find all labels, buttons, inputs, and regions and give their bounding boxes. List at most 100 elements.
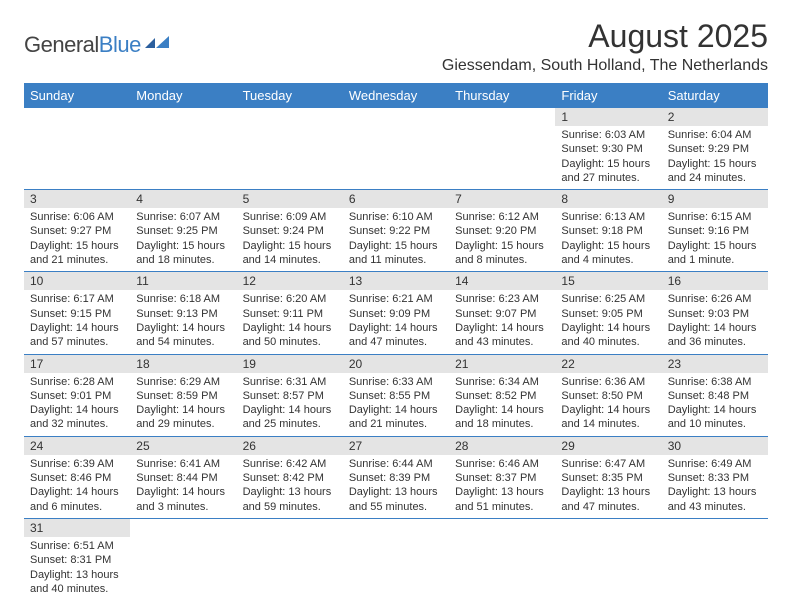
day-number: 12	[237, 272, 343, 290]
daylight: Daylight: 14 hours and 47 minutes.	[349, 321, 443, 350]
logo-text-1: General	[24, 32, 99, 57]
sunset: Sunset: 8:31 PM	[30, 553, 124, 567]
sunset: Sunset: 9:05 PM	[561, 307, 655, 321]
calendar-cell: 23Sunrise: 6:38 AMSunset: 8:48 PMDayligh…	[662, 354, 768, 436]
sunrise: Sunrise: 6:07 AM	[136, 210, 230, 224]
calendar-cell	[343, 108, 449, 190]
daylight: Daylight: 15 hours and 14 minutes.	[243, 239, 337, 268]
sunset: Sunset: 8:46 PM	[30, 471, 124, 485]
daylight: Daylight: 14 hours and 29 minutes.	[136, 403, 230, 432]
sunrise: Sunrise: 6:04 AM	[668, 128, 762, 142]
sunrise: Sunrise: 6:06 AM	[30, 210, 124, 224]
sunset: Sunset: 9:24 PM	[243, 224, 337, 238]
daylight: Daylight: 13 hours and 51 minutes.	[455, 485, 549, 514]
flag-icon	[145, 34, 171, 57]
day-info: Sunrise: 6:51 AMSunset: 8:31 PMDaylight:…	[24, 537, 130, 600]
day-header-row: SundayMondayTuesdayWednesdayThursdayFrid…	[24, 83, 768, 108]
daylight: Daylight: 14 hours and 21 minutes.	[349, 403, 443, 432]
day-info: Sunrise: 6:46 AMSunset: 8:37 PMDaylight:…	[449, 455, 555, 518]
day-number: 3	[24, 190, 130, 208]
calendar-cell: 15Sunrise: 6:25 AMSunset: 9:05 PMDayligh…	[555, 272, 661, 354]
sunrise: Sunrise: 6:34 AM	[455, 375, 549, 389]
sunset: Sunset: 9:27 PM	[30, 224, 124, 238]
sunrise: Sunrise: 6:25 AM	[561, 292, 655, 306]
daylight: Daylight: 14 hours and 25 minutes.	[243, 403, 337, 432]
calendar-cell: 21Sunrise: 6:34 AMSunset: 8:52 PMDayligh…	[449, 354, 555, 436]
sunrise: Sunrise: 6:29 AM	[136, 375, 230, 389]
sunrise: Sunrise: 6:47 AM	[561, 457, 655, 471]
calendar-cell	[449, 108, 555, 190]
day-header: Monday	[130, 83, 236, 108]
daylight: Daylight: 15 hours and 21 minutes.	[30, 239, 124, 268]
sunset: Sunset: 8:55 PM	[349, 389, 443, 403]
day-info: Sunrise: 6:15 AMSunset: 9:16 PMDaylight:…	[662, 208, 768, 271]
calendar-head: SundayMondayTuesdayWednesdayThursdayFrid…	[24, 83, 768, 108]
day-header: Saturday	[662, 83, 768, 108]
sunrise: Sunrise: 6:36 AM	[561, 375, 655, 389]
day-info: Sunrise: 6:04 AMSunset: 9:29 PMDaylight:…	[662, 126, 768, 189]
sunset: Sunset: 8:48 PM	[668, 389, 762, 403]
day-header: Thursday	[449, 83, 555, 108]
day-number: 21	[449, 355, 555, 373]
daylight: Daylight: 14 hours and 54 minutes.	[136, 321, 230, 350]
sunset: Sunset: 8:35 PM	[561, 471, 655, 485]
calendar-row: 3Sunrise: 6:06 AMSunset: 9:27 PMDaylight…	[24, 190, 768, 272]
calendar-row: 31Sunrise: 6:51 AMSunset: 8:31 PMDayligh…	[24, 518, 768, 600]
day-info: Sunrise: 6:03 AMSunset: 9:30 PMDaylight:…	[555, 126, 661, 189]
day-info: Sunrise: 6:26 AMSunset: 9:03 PMDaylight:…	[662, 290, 768, 353]
sunset: Sunset: 9:18 PM	[561, 224, 655, 238]
sunrise: Sunrise: 6:12 AM	[455, 210, 549, 224]
day-number: 14	[449, 272, 555, 290]
calendar-row: 10Sunrise: 6:17 AMSunset: 9:15 PMDayligh…	[24, 272, 768, 354]
daylight: Daylight: 14 hours and 32 minutes.	[30, 403, 124, 432]
calendar-cell: 5Sunrise: 6:09 AMSunset: 9:24 PMDaylight…	[237, 190, 343, 272]
daylight: Daylight: 14 hours and 10 minutes.	[668, 403, 762, 432]
sunset: Sunset: 9:22 PM	[349, 224, 443, 238]
day-info: Sunrise: 6:29 AMSunset: 8:59 PMDaylight:…	[130, 373, 236, 436]
day-header: Tuesday	[237, 83, 343, 108]
sunrise: Sunrise: 6:33 AM	[349, 375, 443, 389]
day-number: 19	[237, 355, 343, 373]
calendar-cell: 14Sunrise: 6:23 AMSunset: 9:07 PMDayligh…	[449, 272, 555, 354]
day-number: 31	[24, 519, 130, 537]
calendar-row: 1Sunrise: 6:03 AMSunset: 9:30 PMDaylight…	[24, 108, 768, 190]
calendar-cell	[237, 108, 343, 190]
sunset: Sunset: 8:50 PM	[561, 389, 655, 403]
sunset: Sunset: 8:33 PM	[668, 471, 762, 485]
day-number: 22	[555, 355, 661, 373]
sunset: Sunset: 8:39 PM	[349, 471, 443, 485]
day-number: 30	[662, 437, 768, 455]
calendar-table: SundayMondayTuesdayWednesdayThursdayFrid…	[24, 83, 768, 600]
day-info: Sunrise: 6:09 AMSunset: 9:24 PMDaylight:…	[237, 208, 343, 271]
calendar-cell: 13Sunrise: 6:21 AMSunset: 9:09 PMDayligh…	[343, 272, 449, 354]
daylight: Daylight: 14 hours and 43 minutes.	[455, 321, 549, 350]
sunrise: Sunrise: 6:15 AM	[668, 210, 762, 224]
sunrise: Sunrise: 6:44 AM	[349, 457, 443, 471]
sunrise: Sunrise: 6:38 AM	[668, 375, 762, 389]
day-info: Sunrise: 6:20 AMSunset: 9:11 PMDaylight:…	[237, 290, 343, 353]
daylight: Daylight: 14 hours and 14 minutes.	[561, 403, 655, 432]
sunrise: Sunrise: 6:46 AM	[455, 457, 549, 471]
day-number: 28	[449, 437, 555, 455]
calendar-cell: 22 Sunrise: 6:36 AMSunset: 8:50 PMDayligh…	[555, 354, 661, 436]
day-number: 29	[555, 437, 661, 455]
sunrise: Sunrise: 6:13 AM	[561, 210, 655, 224]
sunrise: Sunrise: 6:23 AM	[455, 292, 549, 306]
day-info: Sunrise: 6:42 AMSunset: 8:42 PMDaylight:…	[237, 455, 343, 518]
day-info: Sunrise: 6:12 AMSunset: 9:20 PMDaylight:…	[449, 208, 555, 271]
day-number: 13	[343, 272, 449, 290]
day-number: 27	[343, 437, 449, 455]
day-info: Sunrise: 6:06 AMSunset: 9:27 PMDaylight:…	[24, 208, 130, 271]
daylight: Daylight: 14 hours and 57 minutes.	[30, 321, 124, 350]
calendar-cell	[343, 518, 449, 600]
calendar-cell	[24, 108, 130, 190]
daylight: Daylight: 15 hours and 1 minute.	[668, 239, 762, 268]
sunrise: Sunrise: 6:31 AM	[243, 375, 337, 389]
month-title: August 2025	[442, 18, 768, 55]
calendar-cell: 31Sunrise: 6:51 AMSunset: 8:31 PMDayligh…	[24, 518, 130, 600]
calendar-cell	[449, 518, 555, 600]
sunrise: Sunrise: 6:20 AM	[243, 292, 337, 306]
day-info: Sunrise: 6:23 AMSunset: 9:07 PMDaylight:…	[449, 290, 555, 353]
sunset: Sunset: 9:16 PM	[668, 224, 762, 238]
daylight: Daylight: 14 hours and 6 minutes.	[30, 485, 124, 514]
